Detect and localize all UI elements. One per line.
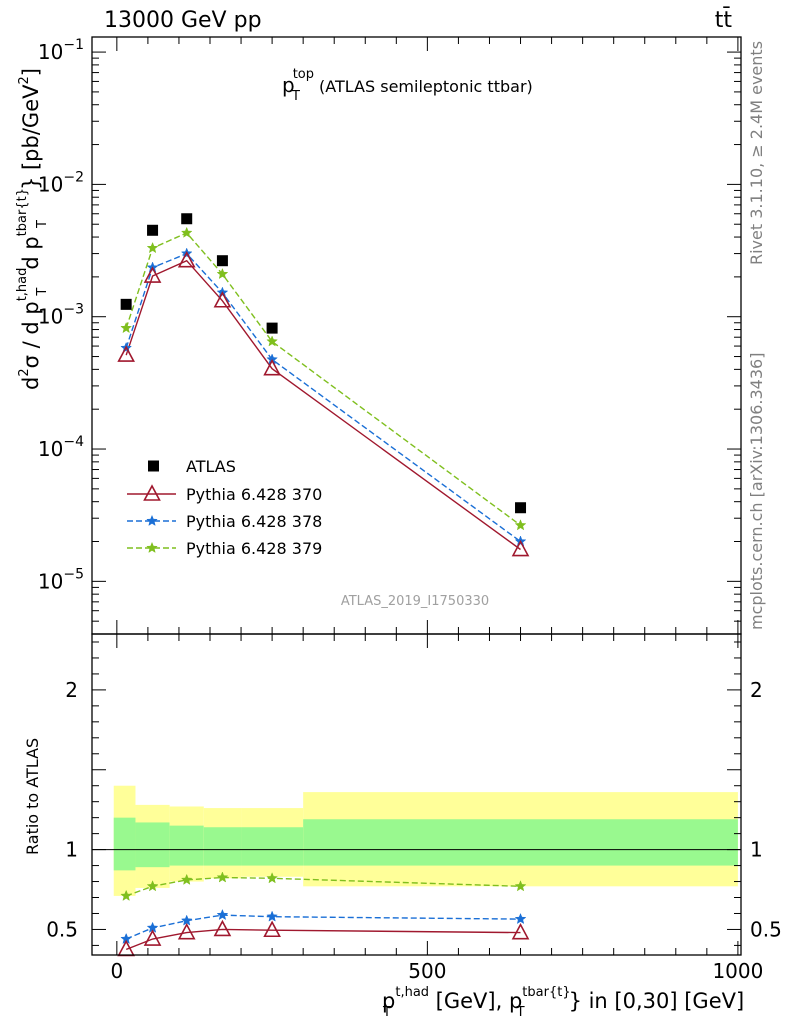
y-tick-label: 10−5 (38, 566, 84, 593)
legend-370-label: Pythia 6.428 370 (186, 485, 322, 504)
series-370-point (177, 251, 196, 268)
legend-378-marker (146, 514, 158, 526)
atlas-data-point (515, 502, 527, 514)
x-axis-label: pt,had T [GeV], ptbar{t} T} in [0,30] [GeV… (382, 985, 744, 1020)
ratio-370-point (117, 939, 135, 957)
ratio-379-point (180, 873, 193, 885)
ratio-378-point (216, 908, 229, 921)
ratio-370-point (511, 922, 530, 940)
ratio-379-point (514, 880, 527, 892)
y-axis-label: d2σ / d pt,had Td ptbar{t} T} [pb/GeV2] (15, 68, 50, 390)
y-tick-label: 10−3 (38, 302, 84, 329)
legend-atlas-label: ATLAS (186, 457, 236, 476)
ratio-379-point (216, 871, 229, 883)
header-right: tt̄ (715, 7, 733, 33)
atlas-data-point (147, 224, 159, 236)
legend-379-marker (146, 541, 158, 553)
x-tick-label: 1000 (712, 959, 763, 983)
inner-band-3 (203, 827, 242, 866)
ratio-379-point (266, 872, 278, 884)
y-tick-label: 10−2 (38, 169, 84, 196)
ratio-tick-label-right: 0.5 (750, 917, 782, 941)
ratio-378-point (266, 910, 278, 922)
inner-band-4 (241, 827, 304, 866)
x-tick-label: 500 (408, 959, 446, 983)
mcplots-label: mcplots.cern.ch [arXiv:1306.3436] (747, 353, 766, 630)
rivet-version-label: Rivet 3.1.10, ≥ 2.4M events (747, 41, 766, 265)
inner-band-5 (303, 819, 738, 866)
series-370-line (125, 259, 521, 551)
inner-band-1 (135, 822, 170, 868)
analysis-id-label: ATLAS_2019_I1750330 (341, 594, 489, 609)
ratio-tick-label-right: 2 (750, 678, 763, 702)
ratio-370-point (263, 920, 281, 938)
ratio-tick-label-left: 1 (65, 838, 78, 862)
series-370-point (511, 539, 530, 557)
series-379-point (266, 335, 278, 347)
inner-band-2 (169, 825, 204, 866)
header-left: 13000 GeV pp (104, 8, 262, 33)
atlas-data-point (181, 213, 193, 225)
atlas-data-point (216, 255, 228, 267)
series-370-point (213, 291, 232, 308)
legend-370-marker (143, 484, 161, 501)
series-379-point (146, 241, 159, 254)
ratio-370-point (177, 922, 196, 940)
series-379-point (216, 267, 229, 280)
ratio-370-point (143, 929, 162, 946)
series-370-point (117, 345, 135, 362)
y-tick-label: 10−1 (38, 37, 84, 64)
series-379-line (125, 232, 521, 526)
legend-378-label: Pythia 6.428 378 (186, 512, 322, 531)
atlas-data-point (120, 298, 132, 310)
ratio-panel-frame (91, 633, 742, 956)
y-tick-label: 10−4 (38, 434, 84, 461)
series-379-point (180, 226, 193, 238)
ratio-tick-label-left: 0.5 (46, 917, 78, 941)
ratio-tick-label-right: 1 (750, 838, 763, 862)
series-379-point (514, 519, 527, 531)
series-379-point (120, 321, 133, 334)
ratio-378-line (125, 914, 521, 940)
legend-379-label: Pythia 6.428 379 (186, 539, 322, 558)
series-370-point (263, 358, 281, 376)
x-tick-label: 0 (110, 959, 123, 983)
ratio-tick-label-left: 2 (65, 678, 78, 702)
ratio-axis-label: Ratio to ATLAS (23, 738, 42, 855)
series-370-point (143, 266, 162, 283)
ratio-378-point (514, 912, 527, 925)
legend-atlas-marker (148, 460, 159, 472)
series-378-line (125, 252, 521, 543)
ratio-379-point (120, 889, 133, 901)
inner-band-0 (113, 817, 136, 871)
atlas-data-point (266, 322, 278, 334)
plot-title: ptop T (ATLAS semileptonic ttbar) (282, 67, 533, 104)
ratio-370-point (213, 919, 232, 937)
ratio-379-point (146, 880, 159, 892)
ratio-379-line (125, 876, 521, 897)
